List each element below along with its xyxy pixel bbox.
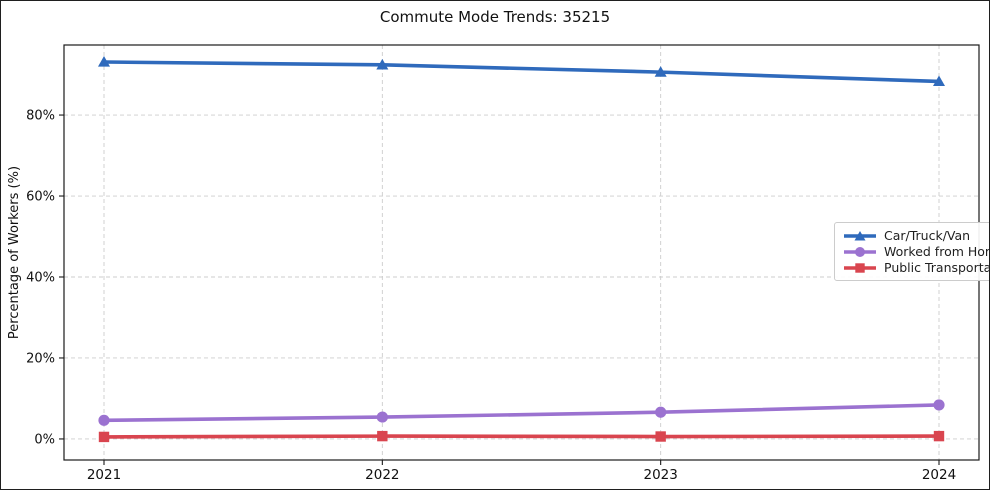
- legend-label: Car/Truck/Van: [884, 228, 971, 243]
- marker-worked-from-home: [655, 406, 667, 418]
- y-tick-label: 60%: [26, 190, 55, 205]
- marker-worked-from-home: [98, 414, 110, 426]
- marker-car-truck-van: [98, 56, 110, 67]
- marker-public-transportation: [933, 430, 945, 442]
- legend-swatch-circle-icon: [844, 246, 876, 257]
- series-line-worked-from-home: [102, 403, 941, 423]
- series-line-car-truck-van: [102, 60, 941, 84]
- y-tick-label: 80%: [26, 109, 55, 124]
- legend-item-public-transportation: Public Transportation: [843, 260, 990, 275]
- marker-worked-from-home: [376, 411, 388, 423]
- legend-swatch-square-icon: [844, 262, 876, 273]
- y-tick-label: 0%: [34, 432, 55, 447]
- marker-car-truck-van: [654, 66, 667, 77]
- series-line-public-transportation: [102, 434, 941, 439]
- marker-car-truck-van: [933, 75, 945, 87]
- marker-public-transportation: [655, 431, 666, 442]
- legend-item-worked-from-home: Worked from Home: [843, 244, 989, 259]
- legend-item-car-truck-van: Car/Truck/Van: [843, 228, 989, 243]
- marker-car-truck-van: [376, 58, 389, 70]
- x-tick-label: 2022: [365, 467, 399, 483]
- legend-swatch-triangle-icon: [844, 230, 876, 240]
- marker-worked-from-home: [933, 399, 945, 411]
- marker-public-transportation: [98, 431, 110, 443]
- y-tick-label: 20%: [26, 351, 55, 366]
- x-tick-label: 2024: [922, 467, 956, 483]
- chart-title: Commute Mode Trends: 35215: [379, 8, 611, 26]
- x-tick-label: 2023: [643, 467, 677, 483]
- legend-label: Public Transportation: [884, 260, 990, 275]
- y-tick-label: 40%: [26, 270, 55, 285]
- legend-label: Worked from Home: [884, 244, 989, 259]
- x-tick-label: 2021: [87, 467, 121, 483]
- marker-public-transportation: [377, 430, 388, 442]
